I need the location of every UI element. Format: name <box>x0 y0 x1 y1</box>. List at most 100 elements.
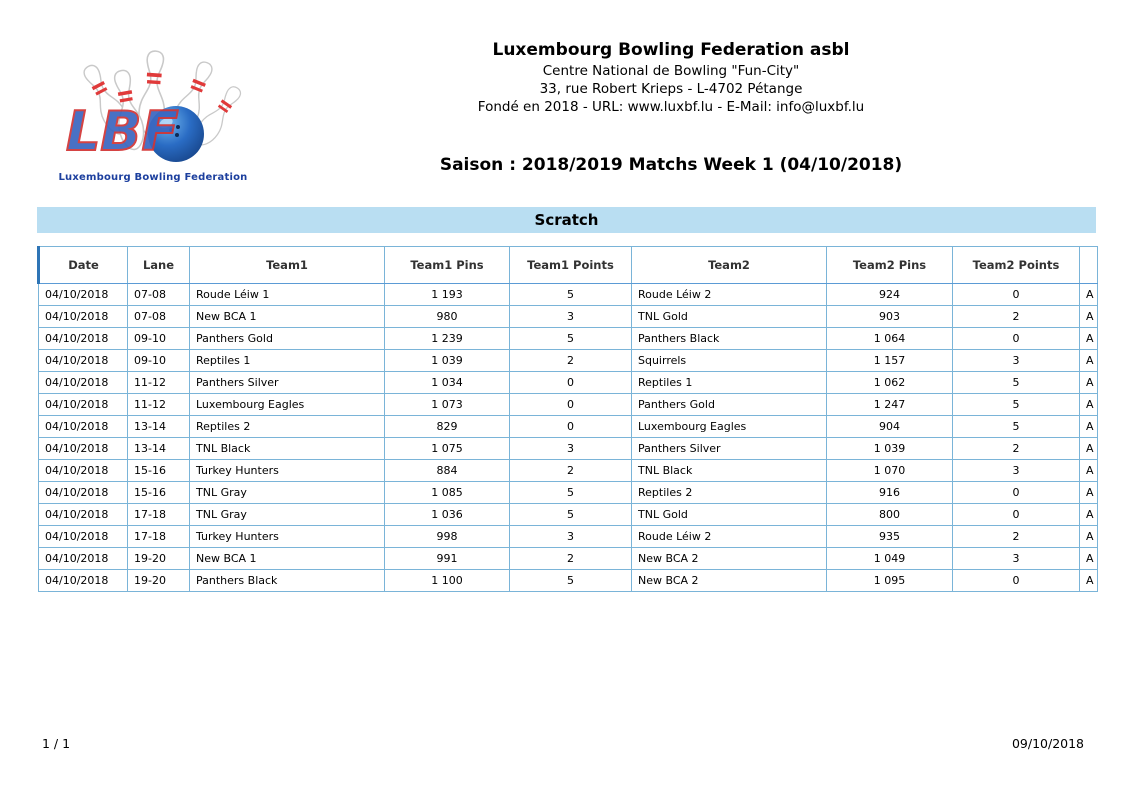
table-cell: 04/10/2018 <box>38 547 128 570</box>
table-cell: Turkey Hunters <box>189 525 385 548</box>
table-cell: 2 <box>509 349 632 372</box>
col-header-date: Date <box>37 246 128 284</box>
table-cell: 0 <box>952 283 1080 306</box>
document-header: Luxembourg Bowling Federation asbl Centr… <box>246 40 1096 117</box>
table-row: 04/10/2018 13-14 TNL Black 1 075 3 Panthers S… <box>38 437 1098 460</box>
table-cell: 5 <box>509 327 632 350</box>
table-cell: Luxembourg Eagles <box>189 393 385 416</box>
table-cell: 5 <box>509 503 632 526</box>
table-cell: Luxembourg Eagles <box>631 415 827 438</box>
table-cell: 11-12 <box>127 393 190 416</box>
logo-lbf-text: LBF <box>66 100 179 163</box>
table-cell: A <box>1079 569 1098 592</box>
table-cell: 998 <box>384 525 510 548</box>
table-cell: 15-16 <box>127 459 190 482</box>
table-cell: 1 157 <box>826 349 953 372</box>
logo-caption: Luxembourg Bowling Federation <box>58 172 248 183</box>
table-cell: 04/10/2018 <box>38 437 128 460</box>
table-cell: 17-18 <box>127 503 190 526</box>
col-header-team1-pins: Team1 Pins <box>384 246 510 284</box>
table-cell: 1 100 <box>384 569 510 592</box>
table-cell: 1 034 <box>384 371 510 394</box>
table-cell: 1 085 <box>384 481 510 504</box>
table-cell: Reptiles 2 <box>189 415 385 438</box>
table-cell: 2 <box>952 525 1080 548</box>
table-cell: 991 <box>384 547 510 570</box>
table-cell: New BCA 1 <box>189 547 385 570</box>
table-cell: 916 <box>826 481 953 504</box>
table-cell: 3 <box>509 525 632 548</box>
results-table: Date Lane Team1 Team1 Pins Team1 Points … <box>37 246 1098 592</box>
page-title: Saison : 2018/2019 Matchs Week 1 (04/10/… <box>439 155 903 175</box>
table-cell: 17-18 <box>127 525 190 548</box>
bowling-logo-icon: LBF <box>65 49 247 164</box>
table-row: 04/10/2018 15-16 Turkey Hunters 884 2 TNL Bla… <box>38 459 1098 482</box>
table-cell: New BCA 2 <box>631 547 827 570</box>
table-cell: Turkey Hunters <box>189 459 385 482</box>
table-cell: TNL Black <box>189 437 385 460</box>
table-cell: 04/10/2018 <box>38 569 128 592</box>
table-cell: 07-08 <box>127 283 190 306</box>
table-cell: 1 039 <box>384 349 510 372</box>
table-cell: 924 <box>826 283 953 306</box>
table-cell: 5 <box>952 371 1080 394</box>
table-row: 04/10/2018 17-18 TNL Gray 1 036 5 TNL Gold 800… <box>38 503 1098 526</box>
org-contact-line: Fondé en 2018 - URL: www.luxbf.lu - E-Ma… <box>477 99 865 115</box>
table-row: 04/10/2018 07-08 New BCA 1 980 3 TNL Gold 903 2… <box>38 305 1098 328</box>
table-cell: 935 <box>826 525 953 548</box>
table-cell: 15-16 <box>127 481 190 504</box>
table-cell: 0 <box>952 503 1080 526</box>
table-cell: TNL Gold <box>631 305 827 328</box>
table-cell: Squirrels <box>631 349 827 372</box>
table-cell: 04/10/2018 <box>38 327 128 350</box>
table-cell: Roude Léiw 2 <box>631 525 827 548</box>
table-cell: TNL Gold <box>631 503 827 526</box>
table-cell: 1 049 <box>826 547 953 570</box>
table-cell: 0 <box>509 393 632 416</box>
col-header-flag <box>1079 246 1098 284</box>
table-cell: 1 064 <box>826 327 953 350</box>
table-cell: 04/10/2018 <box>38 393 128 416</box>
table-row: 04/10/2018 09-10 Panthers Gold 1 239 5 Panthe… <box>38 327 1098 350</box>
table-cell: 980 <box>384 305 510 328</box>
table-cell: 1 095 <box>826 569 953 592</box>
table-cell: Reptiles 1 <box>189 349 385 372</box>
table-cell: 04/10/2018 <box>38 349 128 372</box>
table-cell: Panthers Black <box>189 569 385 592</box>
table-cell: A <box>1079 503 1098 526</box>
federation-logo: LBF Luxembourg Bowling Federation <box>58 48 248 183</box>
table-cell: 1 239 <box>384 327 510 350</box>
table-cell: 1 039 <box>826 437 953 460</box>
table-row: 04/10/2018 13-14 Reptiles 2 829 0 Luxembourg … <box>38 415 1098 438</box>
table-cell: 04/10/2018 <box>38 305 128 328</box>
table-cell: Panthers Silver <box>631 437 827 460</box>
table-cell: 3 <box>952 349 1080 372</box>
table-cell: 19-20 <box>127 547 190 570</box>
table-cell: 3 <box>952 547 1080 570</box>
table-cell: 5 <box>952 415 1080 438</box>
table-cell: A <box>1079 371 1098 394</box>
table-row: 04/10/2018 11-12 Panthers Silver 1 034 0 Rept… <box>38 371 1098 394</box>
table-cell: A <box>1079 349 1098 372</box>
col-header-team2-points: Team2 Points <box>952 246 1080 284</box>
table-cell: TNL Black <box>631 459 827 482</box>
table-cell: 04/10/2018 <box>38 481 128 504</box>
table-cell: 09-10 <box>127 349 190 372</box>
table-cell: TNL Gray <box>189 503 385 526</box>
table-cell: 884 <box>384 459 510 482</box>
table-cell: 1 075 <box>384 437 510 460</box>
footer-page-number: 1 / 1 <box>42 736 71 751</box>
table-cell: Reptiles 1 <box>631 371 827 394</box>
table-row: 04/10/2018 19-20 Panthers Black 1 100 5 New B… <box>38 569 1098 592</box>
section-header-scratch: Scratch <box>37 207 1096 233</box>
footer-date: 09/10/2018 <box>1011 736 1084 751</box>
table-cell: Panthers Black <box>631 327 827 350</box>
table-cell: 13-14 <box>127 415 190 438</box>
table-cell: 2 <box>509 459 632 482</box>
table-cell: 19-20 <box>127 569 190 592</box>
table-cell: 0 <box>952 327 1080 350</box>
org-address-line2: 33, rue Robert Krieps - L-4702 Pétange <box>539 81 803 97</box>
